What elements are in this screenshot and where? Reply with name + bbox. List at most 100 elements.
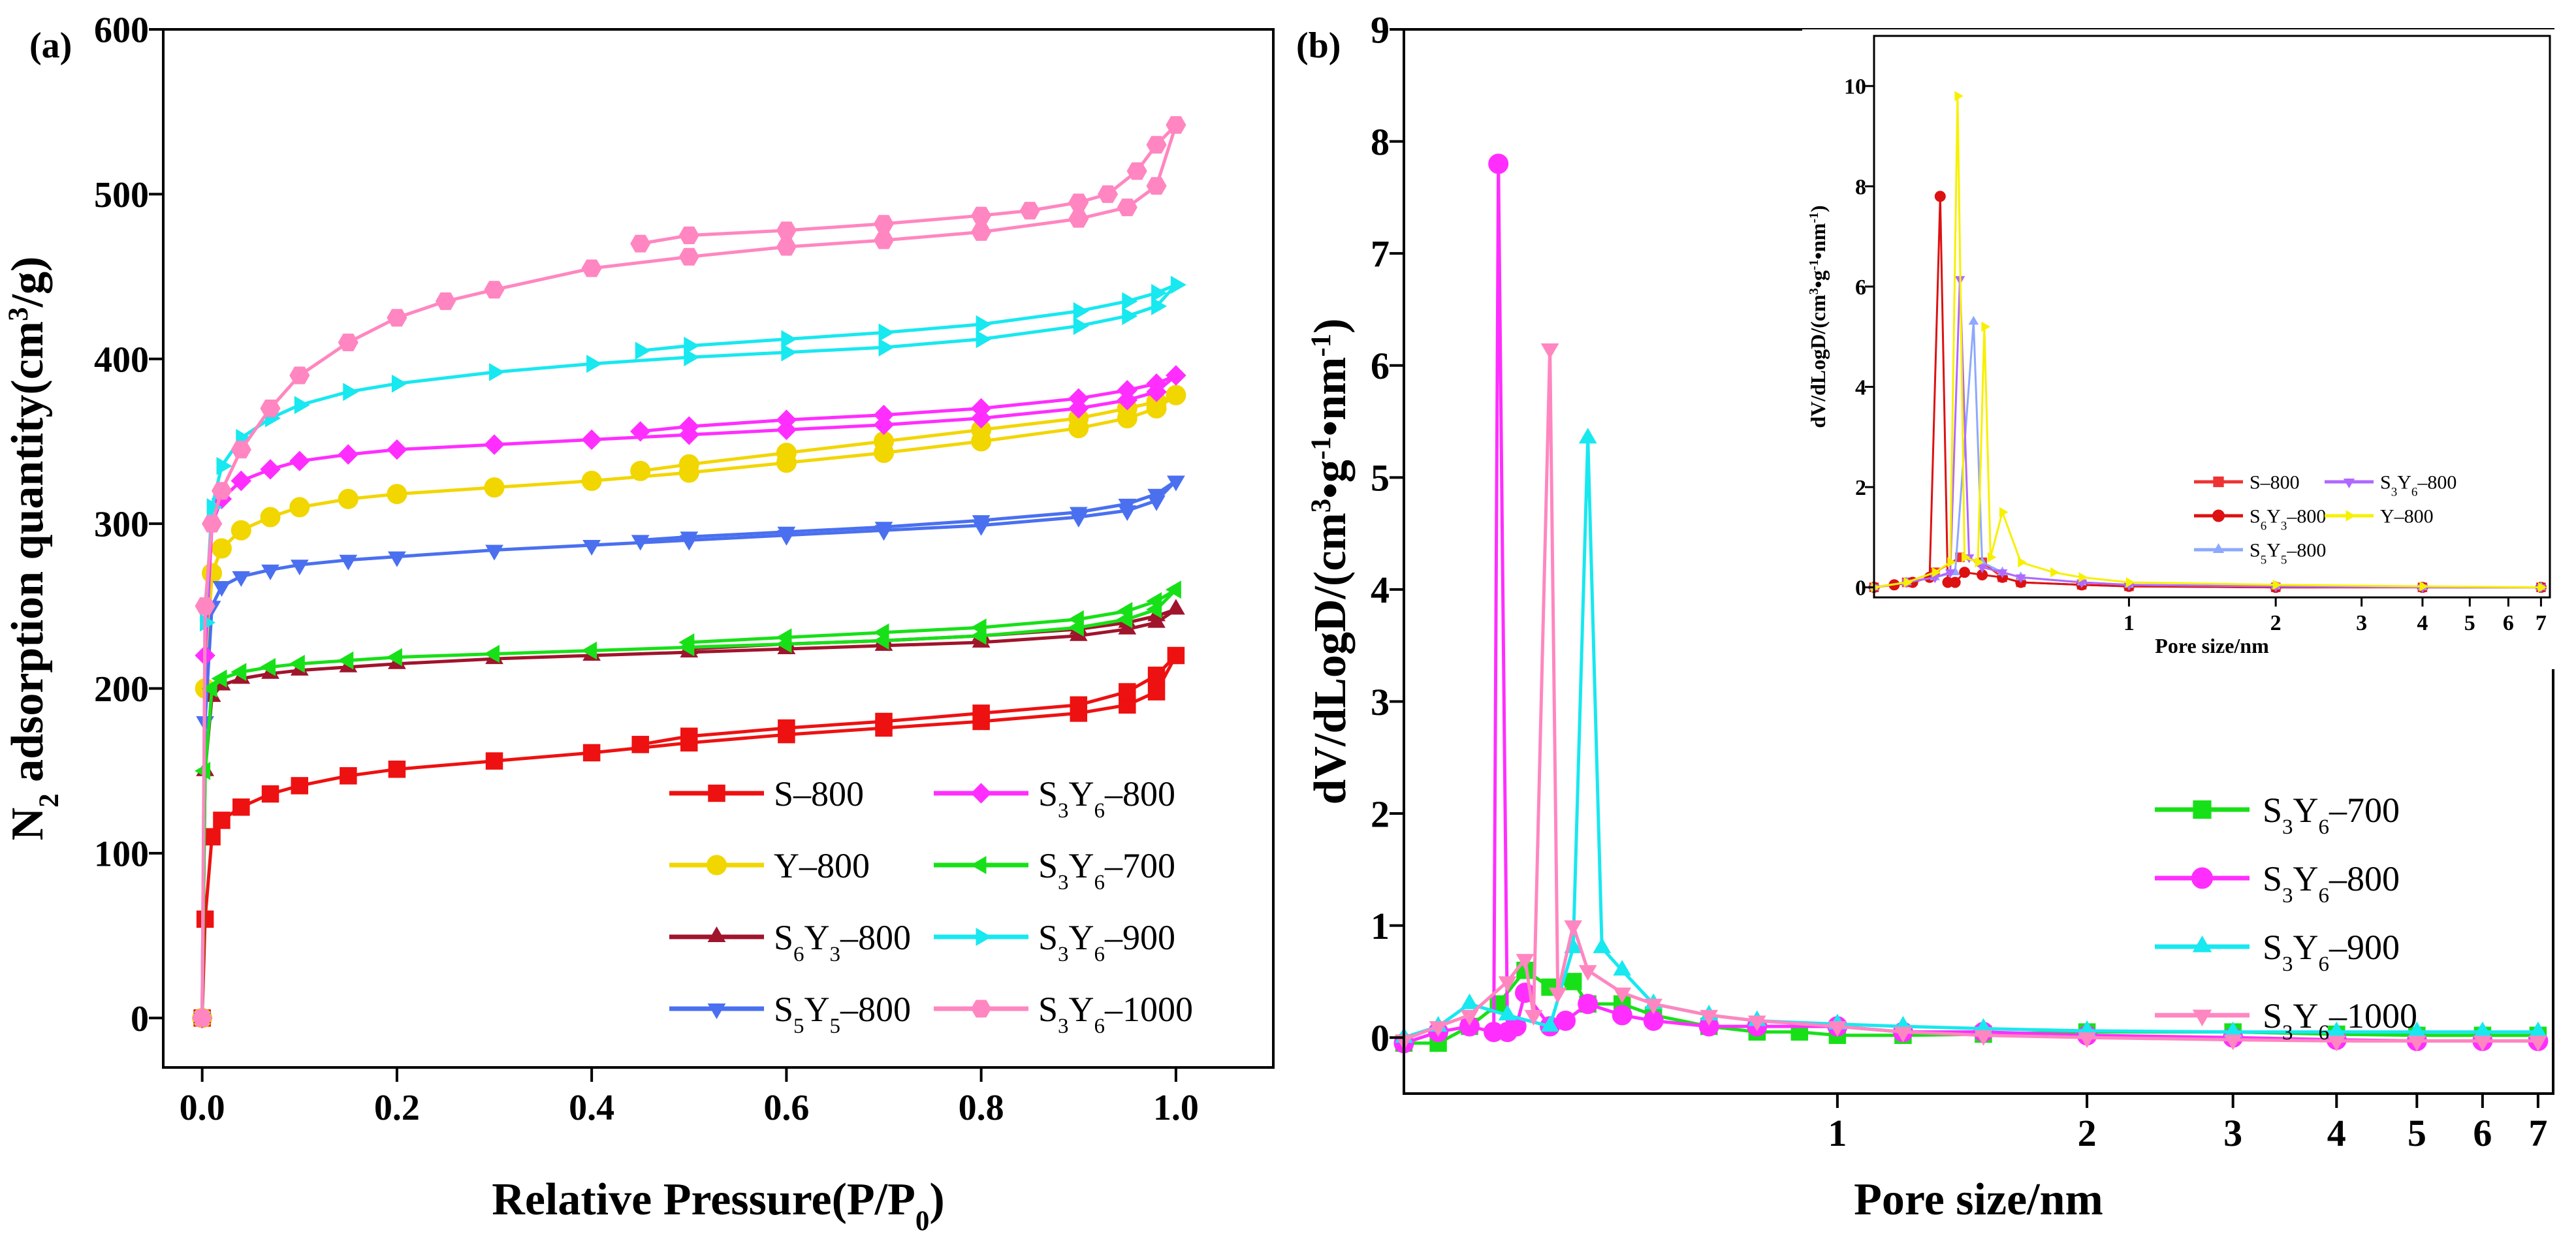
legend-label: S6Y3–800: [774, 918, 911, 966]
y-tick-label: 200: [94, 669, 149, 710]
S5Y5-800-point: [339, 554, 358, 571]
S3Y6-1000-point: [387, 309, 407, 327]
y-tick-label: 6: [1855, 276, 1866, 300]
S3Y6-800-point: [1068, 388, 1089, 409]
S3Y6-800-point: [289, 450, 310, 471]
x-tick-label: 5: [2408, 1112, 2426, 1154]
legend-item-S3Y6-1000: S3Y6–1000: [934, 990, 1193, 1038]
legend-item-S6Y3-800: S6Y3–800: [2194, 506, 2326, 533]
y-tick-label: 9: [1371, 8, 1390, 51]
S-800-point: [485, 752, 503, 770]
Y-800-point: [2078, 572, 2088, 583]
S3Y6-700-point: [873, 623, 889, 642]
inset-frame: [1873, 35, 2551, 599]
legend-marker: [2192, 936, 2212, 953]
S3Y6-700-point: [484, 644, 500, 663]
S3Y6-900-point: [781, 330, 797, 349]
legend-marker: [2212, 509, 2225, 522]
S3Y6-1000-point: [1578, 965, 1597, 981]
S3Y6-1000-point: [484, 281, 505, 299]
S3Y6-1000-point: [195, 597, 215, 615]
legend-item-S5Y5-800: S5Y5–800: [669, 990, 911, 1038]
y-tick-label: 6: [1371, 345, 1390, 387]
S3Y6-1000-point: [1097, 185, 1119, 203]
S3Y6-800-point: [338, 444, 359, 465]
S5Y5-800-point: [261, 564, 279, 580]
legend-label: S5Y5–800: [2250, 540, 2326, 567]
S3Y6-700-point: [1165, 580, 1181, 599]
series-Y-800: [1871, 91, 2547, 593]
S3Y6-800-point: [1117, 379, 1138, 401]
S3Y6-800-point: [1488, 153, 1509, 174]
legend-label: S3Y6–700: [1038, 846, 1175, 894]
S3Y6-900-point: [294, 396, 310, 415]
series-S3Y6-1000: [1395, 343, 2547, 1052]
y-tick-label: 0: [1855, 576, 1866, 601]
legend-item-S3Y6-900: S3Y6–900: [934, 918, 1175, 966]
S3Y6-700-point: [231, 663, 247, 682]
S3Y6-800-point: [581, 429, 602, 450]
series-S-800: [193, 646, 1185, 1027]
S3Y6-900-point: [1593, 937, 1612, 953]
S3Y6-1000-point: [1828, 1021, 1847, 1037]
S5Y5-800-point: [1147, 488, 1166, 505]
S-800-point: [232, 798, 250, 816]
S3Y6-900-point: [684, 348, 700, 367]
legend-marker: [707, 855, 727, 876]
S3Y6-1000-point: [971, 206, 992, 225]
Y-800-point: [2050, 567, 2059, 578]
S3Y6-800-point: [260, 459, 281, 480]
x-tick-label: 1: [1828, 1112, 1847, 1154]
S3Y6-800-point: [2015, 574, 2026, 584]
x-tick-label: 3: [2223, 1112, 2242, 1154]
S3Y6-900-point: [1460, 993, 1479, 1009]
S5Y5-800-point: [212, 581, 231, 597]
legend-marker: [707, 1003, 726, 1019]
S3Y6-1000-point: [2327, 1035, 2346, 1052]
S5Y5-800-point: [1968, 315, 1979, 325]
panel-b-y-axis-title: dV/dLogD/(cm3•g-1•nm-1): [1305, 319, 1356, 805]
legend-item-S3Y6-700: S3Y6–700: [934, 846, 1175, 894]
legend-marker: [707, 926, 726, 942]
legend-item-S-800: S–800: [669, 774, 864, 813]
S6Y3-800-point: [1934, 191, 1946, 202]
Y-800-point: [581, 471, 602, 492]
panel-b-x-axis-title: Pore size/nm: [1854, 1175, 2103, 1225]
legend-label: S3Y6–900: [1038, 918, 1175, 966]
y-tick-label: 2: [1371, 793, 1390, 835]
legend-marker: [970, 783, 992, 804]
S3Y6-900-point: [216, 456, 232, 475]
legend-label: S3Y6–700: [2263, 791, 2400, 839]
legend-label: S3Y6–800: [2380, 472, 2457, 499]
S3Y6-700-point: [678, 633, 695, 652]
S6Y3-800-point: [1959, 567, 1971, 578]
S5Y5-800-point: [874, 522, 893, 538]
S5Y5-800-point: [777, 526, 796, 543]
S3Y6-1000-point: [873, 215, 895, 233]
S-800-point: [196, 910, 214, 928]
legend-item-S5Y5-800: S5Y5–800: [2194, 540, 2326, 567]
y-tick-label: 1: [1371, 905, 1390, 947]
x-tick-label: 2: [2270, 611, 2282, 635]
S5Y5-800-point: [388, 551, 406, 567]
S5Y5-800-point: [232, 571, 251, 587]
S3Y6-900-point: [586, 355, 603, 373]
legend-item-S-800: S–800: [2194, 472, 2300, 494]
S5Y5-800-point: [680, 531, 699, 548]
Y-800-point: [289, 497, 310, 518]
S3Y6-1000-point: [1126, 162, 1147, 180]
S3Y6-800-point: [1555, 1010, 1576, 1031]
S3Y6-1000-point: [1146, 177, 1167, 195]
Y-800-point: [211, 538, 232, 559]
S3Y6-900-point: [391, 374, 407, 393]
S3Y6-900-point: [1122, 307, 1138, 325]
S3Y6-700-point: [201, 679, 217, 698]
S3Y6-1000-point: [678, 227, 699, 244]
legend-label: S6Y3–800: [2250, 506, 2326, 533]
S3Y6-1000-point: [435, 292, 456, 310]
legend-label: Y–800: [2380, 506, 2434, 528]
S3Y6-900-point: [1073, 317, 1089, 336]
Y-800-point: [2272, 580, 2282, 590]
S3Y6-800-line: [1403, 162, 2538, 1045]
